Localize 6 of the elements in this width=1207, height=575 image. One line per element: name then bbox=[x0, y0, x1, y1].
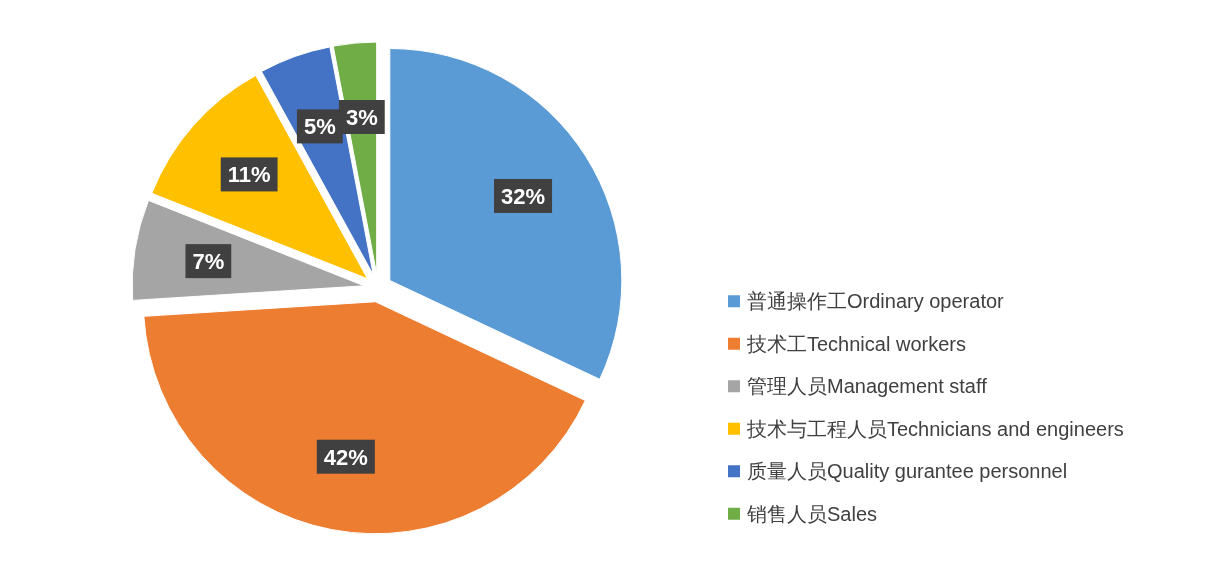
data-label: 3% bbox=[345, 105, 378, 130]
data-label: 5% bbox=[303, 114, 336, 140]
data-label: 32% bbox=[501, 183, 546, 209]
data-label: 11% bbox=[227, 162, 271, 188]
data-label: 42% bbox=[323, 444, 368, 470]
data-label: 7% bbox=[192, 249, 225, 275]
